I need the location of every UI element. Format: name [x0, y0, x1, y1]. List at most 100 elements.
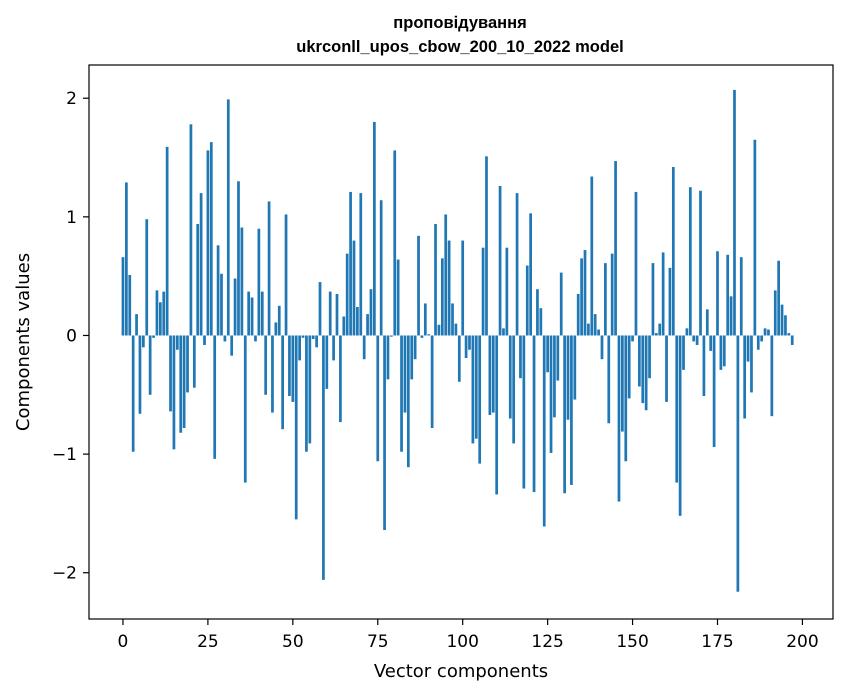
bar-15 [172, 335, 176, 450]
bar-170 [699, 190, 702, 336]
bar-141 [600, 335, 604, 360]
bar-137 [587, 323, 590, 336]
bar-69 [356, 307, 359, 336]
bar-182 [739, 257, 743, 336]
x-tick-label: 150 [616, 632, 648, 652]
bar-111 [498, 186, 502, 336]
bar-139 [593, 314, 597, 336]
bar-193 [777, 260, 780, 336]
bar-144 [610, 253, 614, 336]
bar-95 [444, 214, 448, 336]
bar-75 [376, 335, 380, 462]
bar-180 [733, 89, 736, 336]
bar-147 [621, 335, 624, 432]
bar-11 [158, 302, 162, 336]
bar-172 [705, 309, 709, 336]
bar-167 [688, 187, 692, 336]
bar-174 [712, 335, 716, 447]
bar-124 [542, 335, 546, 527]
bar-120 [529, 213, 532, 336]
bar-196 [787, 333, 791, 336]
y-axis-ticks: −2 −1 0 1 2 [52, 89, 89, 584]
bar-66 [345, 253, 349, 336]
bar-128 [556, 335, 560, 381]
bar-12 [162, 291, 166, 336]
y-tick-label: −1 [52, 445, 77, 465]
x-tick-label: 175 [701, 632, 733, 652]
bar-100 [461, 240, 465, 336]
bar-3 [131, 335, 135, 452]
bar-72 [366, 314, 369, 336]
bar-149 [627, 335, 631, 399]
bar-24 [203, 335, 206, 345]
bar-62 [332, 335, 335, 361]
bar-60 [325, 335, 329, 389]
bar-46 [277, 305, 281, 336]
bar-189 [763, 328, 767, 336]
bar-29 [220, 273, 223, 336]
bar-57 [315, 335, 318, 348]
bar-84 [406, 335, 410, 468]
bar-10 [155, 290, 159, 336]
bar-175 [716, 251, 719, 336]
bar-142 [604, 263, 607, 336]
bar-43 [267, 201, 271, 336]
bar-153 [641, 335, 645, 404]
bar-197 [790, 335, 794, 345]
bar-106 [481, 247, 485, 336]
bar-27 [213, 335, 217, 459]
bar-116 [515, 193, 519, 336]
bar-73 [369, 289, 373, 336]
bar-22 [196, 223, 200, 336]
bar-104 [474, 335, 478, 439]
bar-122 [536, 289, 539, 336]
bar-61 [328, 291, 332, 336]
bar-168 [692, 335, 696, 342]
bar-105 [478, 335, 482, 464]
bar-131 [566, 335, 570, 420]
bar-79 [390, 335, 393, 337]
bar-0 [121, 257, 125, 336]
bar-129 [559, 272, 563, 336]
bar-169 [695, 335, 699, 345]
bar-92 [434, 223, 437, 336]
bar-26 [209, 142, 213, 336]
bar-156 [651, 263, 655, 336]
bar-77 [383, 335, 386, 531]
bar-184 [746, 335, 750, 362]
bar-110 [495, 335, 499, 495]
bar-13 [165, 146, 169, 336]
bar-38 [250, 297, 254, 336]
bar-188 [760, 335, 764, 342]
bar-127 [553, 335, 556, 418]
bar-195 [784, 315, 787, 336]
bar-93 [437, 324, 441, 336]
bar-32 [230, 335, 234, 356]
bar-117 [519, 335, 522, 379]
bar-160 [665, 335, 668, 402]
bar-82 [400, 335, 403, 452]
bar-59 [322, 335, 325, 580]
bar-54 [305, 335, 308, 452]
bar-71 [362, 335, 366, 360]
x-axis-label: Vector components [374, 661, 548, 682]
bar-86 [413, 335, 417, 360]
bar-55 [308, 335, 312, 444]
bar-140 [597, 329, 600, 336]
bar-108 [488, 335, 492, 415]
bar-181 [736, 335, 740, 592]
bar-18 [182, 335, 186, 429]
bar-152 [638, 335, 641, 387]
bar-40 [257, 228, 261, 336]
bar-5 [138, 335, 142, 414]
bar-56 [311, 335, 315, 340]
bar-118 [522, 335, 526, 489]
bar-107 [485, 156, 488, 336]
bar-48 [284, 214, 288, 336]
bar-2 [128, 274, 132, 336]
bar-154 [644, 335, 648, 411]
bar-70 [359, 193, 363, 336]
bar-37 [247, 291, 251, 336]
bar-6 [142, 335, 145, 348]
bar-186 [753, 139, 757, 336]
